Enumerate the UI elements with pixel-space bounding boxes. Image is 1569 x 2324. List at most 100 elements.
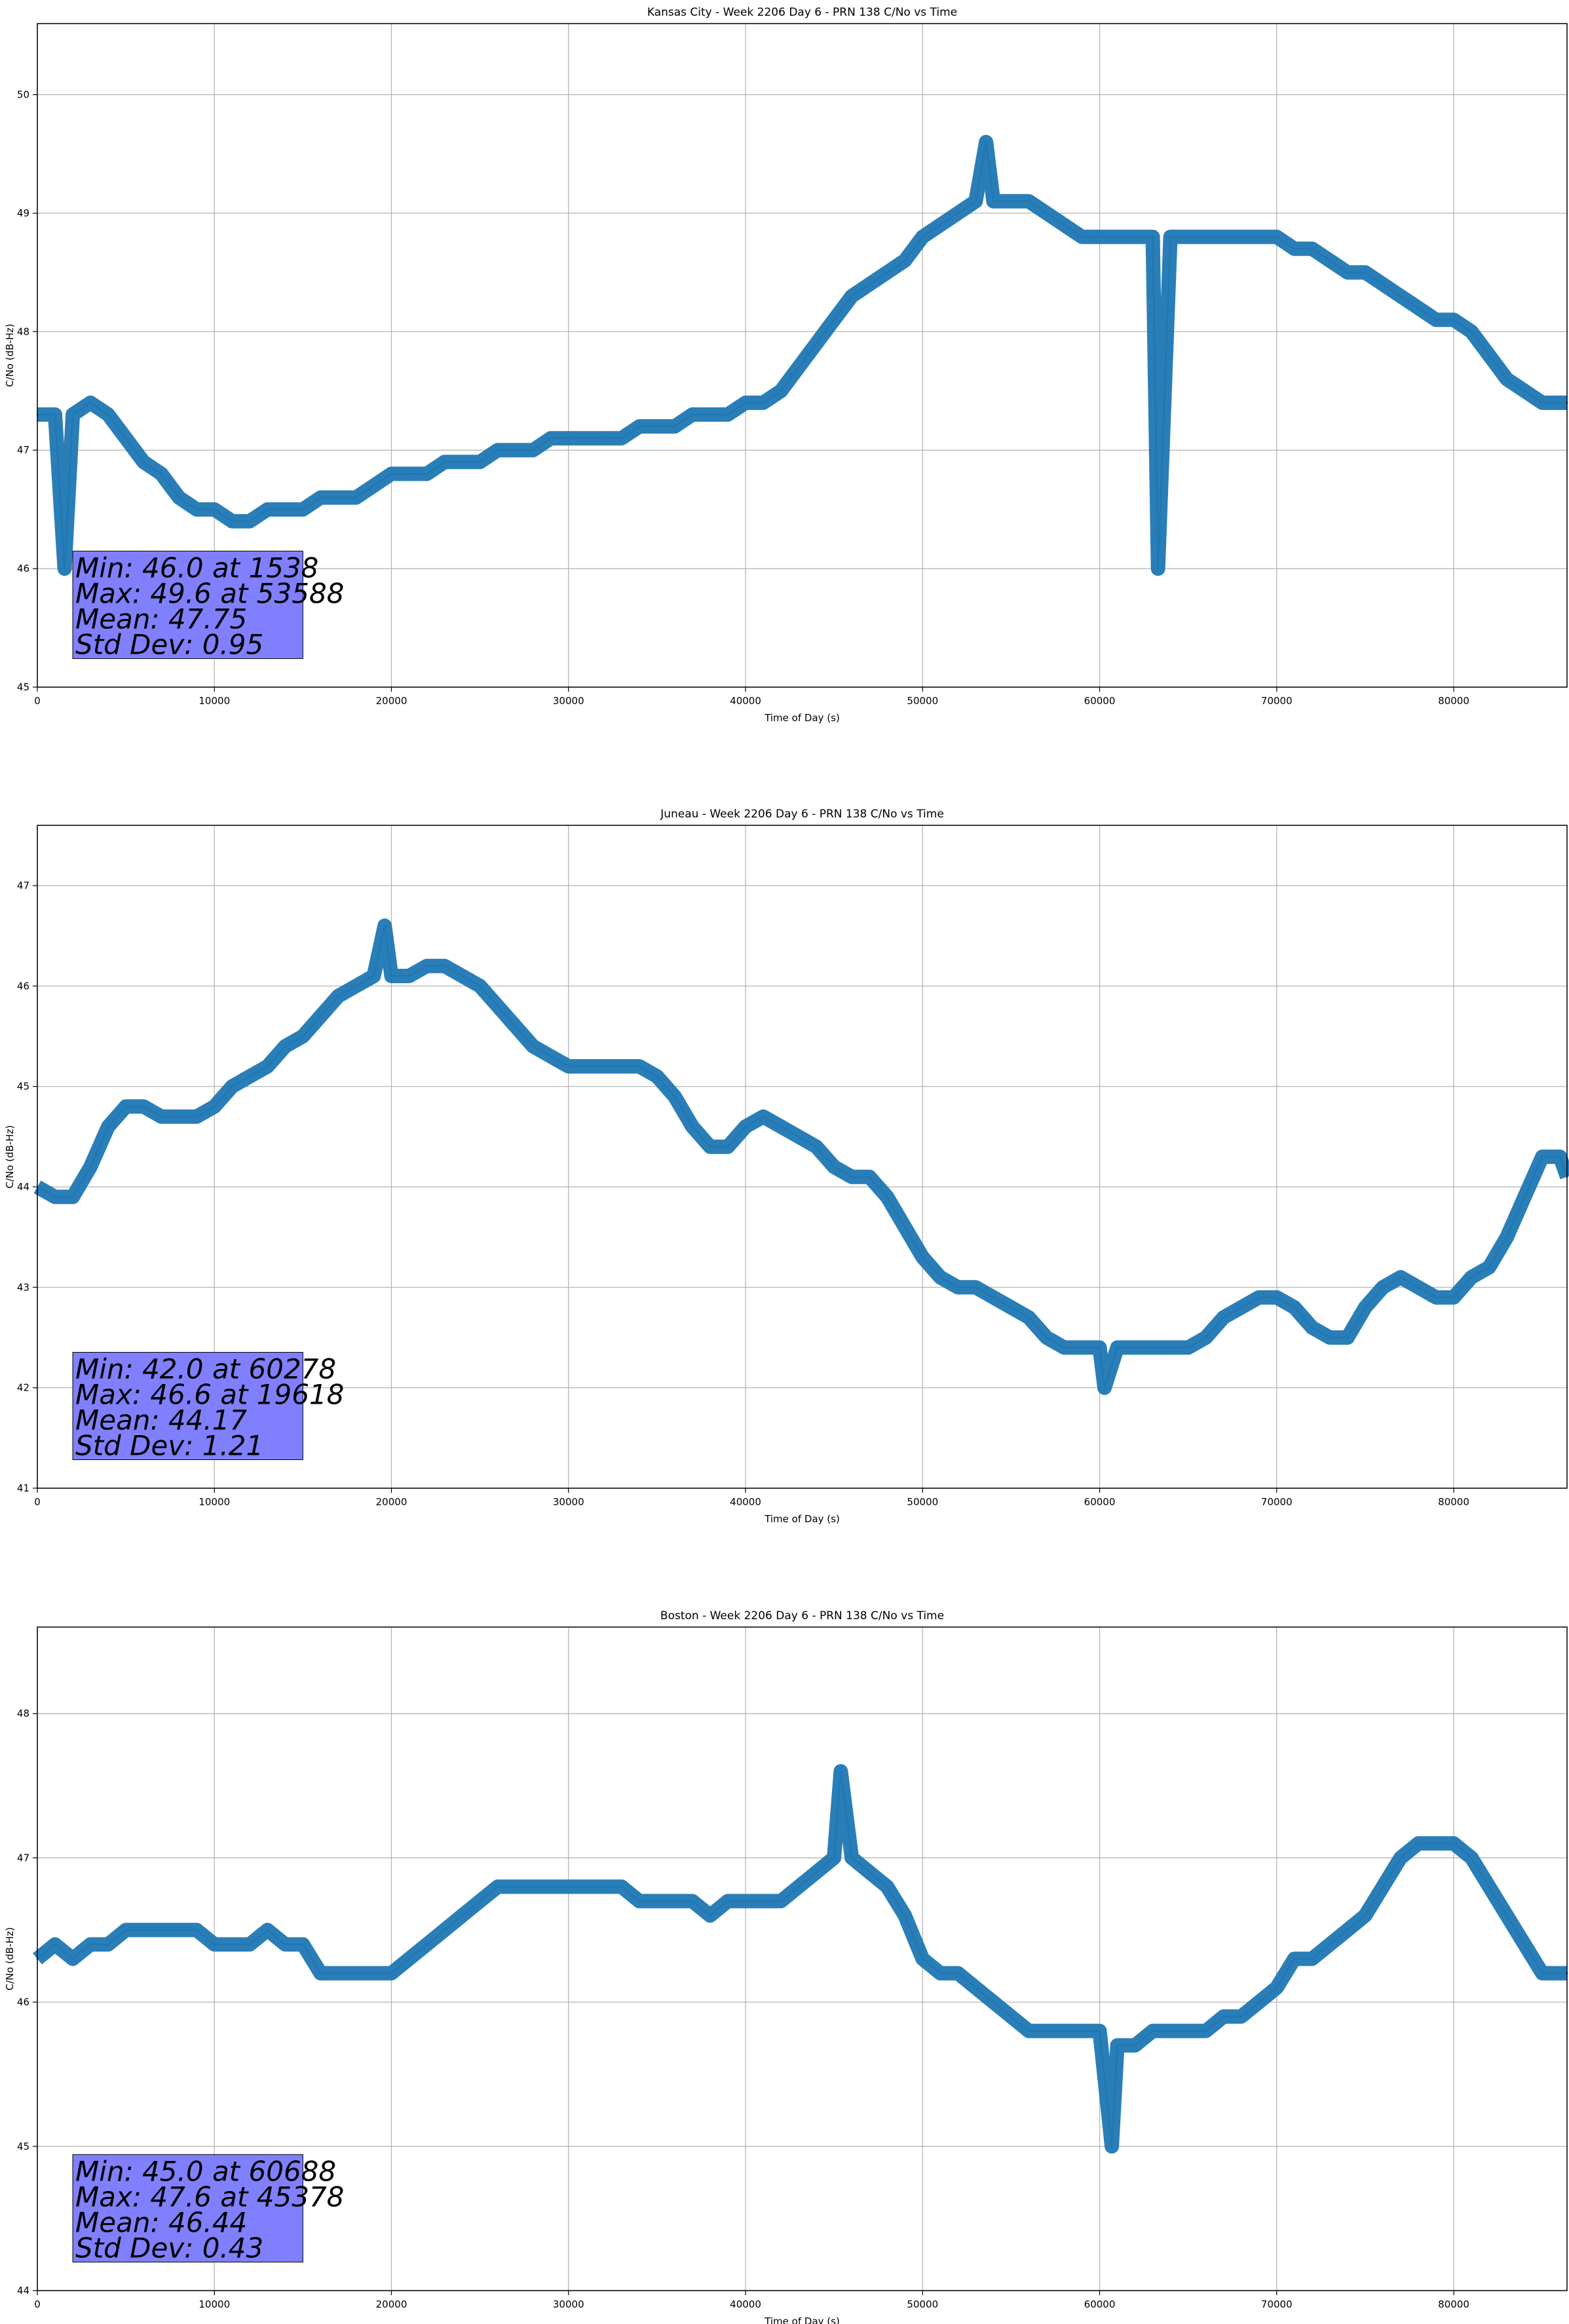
data-point — [178, 1928, 180, 1931]
data-point — [1099, 2030, 1101, 2033]
data-point — [939, 1276, 941, 1279]
data-point — [1523, 1195, 1526, 1198]
data-point — [1240, 236, 1243, 238]
data-point — [762, 1900, 765, 1902]
data-point — [1134, 1346, 1137, 1349]
data-point — [1435, 1842, 1437, 1845]
data-point — [1276, 1296, 1278, 1299]
data-point — [54, 1195, 56, 1198]
data-point — [1205, 1336, 1207, 1339]
x-tick-label: 50000 — [907, 1496, 938, 1508]
data-point — [124, 1105, 127, 1108]
data-point — [797, 366, 800, 369]
data-point — [1364, 271, 1367, 274]
data-point — [886, 1195, 888, 1198]
data-point — [231, 1943, 233, 1945]
y-tick-label: 41 — [17, 1482, 29, 1494]
data-point — [1116, 1346, 1119, 1349]
data-point — [585, 1885, 588, 1888]
data-point — [1470, 1276, 1473, 1279]
data-point — [1169, 2030, 1172, 2033]
data-point — [1329, 1336, 1331, 1339]
data-point — [248, 1943, 251, 1945]
data-point — [1329, 259, 1331, 262]
data-point — [1116, 2044, 1119, 2047]
data-point — [1187, 1346, 1190, 1349]
data-point — [1505, 1914, 1508, 1917]
x-axis-label: Time of Day (s) — [764, 712, 840, 724]
x-tick-label: 40000 — [730, 695, 761, 707]
data-point — [461, 975, 464, 977]
data-point — [160, 1928, 162, 1931]
y-tick-label: 44 — [17, 1181, 29, 1193]
data-point — [1382, 1885, 1384, 1888]
y-tick-label: 43 — [17, 1281, 29, 1293]
data-point — [160, 472, 162, 475]
grid — [37, 825, 1567, 1489]
stats-line: Min: 46.0 at 1538 — [75, 552, 318, 584]
data-point — [195, 508, 198, 511]
x-tick-label: 50000 — [907, 2298, 938, 2310]
data-point — [390, 472, 393, 475]
data-point — [319, 497, 322, 499]
data-point — [1399, 1856, 1402, 1859]
data-point — [71, 413, 74, 416]
data-point — [691, 413, 694, 416]
data-point — [337, 497, 339, 499]
y-tick-label: 45 — [17, 681, 29, 693]
data-point — [213, 1105, 216, 1108]
data-point — [691, 1900, 694, 1902]
x-tick-label: 20000 — [376, 695, 407, 707]
data-point — [390, 975, 393, 977]
chart-panel-2: Juneau - Week 2206 Day 6 - PRN 138 C/No … — [4, 808, 1569, 1525]
x-tick-label: 30000 — [553, 2298, 584, 2310]
data-point — [1027, 2030, 1030, 2033]
series-line-1 — [37, 1770, 1567, 2148]
y-tick-label: 47 — [17, 1852, 29, 1864]
data-point — [656, 1075, 658, 1078]
data-point — [603, 1885, 605, 1888]
data-point — [1276, 1987, 1278, 1989]
data-point — [985, 141, 987, 143]
chart-title: Kansas City - Week 2206 Day 6 - PRN 138 … — [647, 6, 957, 19]
y-tick-label: 46 — [17, 1996, 29, 2008]
data-point — [974, 1987, 977, 1989]
data-point — [1222, 2015, 1225, 2018]
x-tick-label: 0 — [34, 695, 41, 707]
data-point — [1417, 307, 1420, 309]
data-point — [656, 1900, 658, 1902]
data-point — [1505, 378, 1508, 381]
data-point — [354, 984, 357, 987]
data-point — [939, 224, 941, 227]
data-point — [497, 1885, 499, 1888]
data-point — [89, 402, 92, 404]
data-point — [709, 413, 711, 416]
data-point — [567, 1065, 570, 1068]
data-point — [372, 484, 375, 487]
x-tick-label: 80000 — [1438, 2298, 1469, 2310]
data-point — [762, 1115, 765, 1118]
data-point — [850, 1856, 853, 1859]
data-point — [921, 1958, 924, 1960]
data-point — [1081, 1346, 1084, 1349]
data-point — [213, 508, 216, 511]
data-point — [620, 437, 623, 440]
data-point — [372, 1972, 375, 1975]
data-point — [426, 472, 428, 475]
axes-frame — [37, 1626, 1568, 2291]
data-point — [1240, 1306, 1243, 1309]
data-point — [744, 1900, 747, 1902]
data-point — [1382, 1286, 1384, 1288]
data-point — [444, 965, 446, 967]
data-point — [1099, 236, 1101, 238]
data-point — [514, 449, 517, 451]
data-point — [160, 1115, 162, 1118]
data-point — [567, 437, 570, 440]
chart-panel-3: Boston - Week 2206 Day 6 - PRN 138 C/No … — [4, 1609, 1568, 2324]
data-point — [797, 1135, 800, 1138]
data-point — [337, 995, 339, 998]
data-point — [550, 1885, 552, 1888]
data-point — [1293, 1958, 1296, 1960]
axes-frame — [37, 23, 1568, 688]
